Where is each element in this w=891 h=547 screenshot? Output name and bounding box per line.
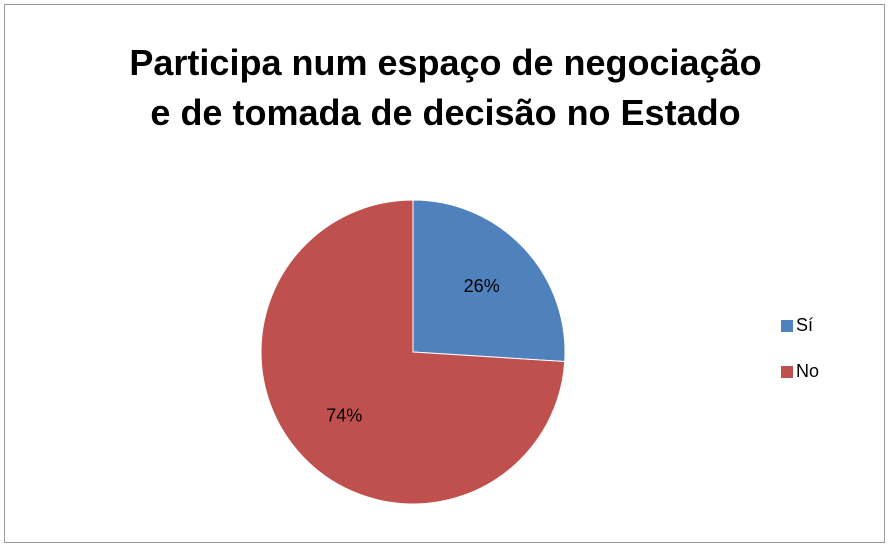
data-label: 74% bbox=[326, 405, 362, 425]
chart-title: Participa num espaço de negociação e de … bbox=[129, 42, 762, 133]
legend-swatch bbox=[781, 366, 793, 378]
legend-swatch bbox=[781, 320, 793, 332]
chart-frame bbox=[4, 4, 885, 543]
data-label: 26% bbox=[464, 276, 500, 296]
pie-slice bbox=[260, 199, 566, 505]
legend-label: Sí bbox=[796, 315, 813, 335]
legend-label: No bbox=[796, 361, 819, 381]
pie-slice bbox=[412, 199, 566, 363]
